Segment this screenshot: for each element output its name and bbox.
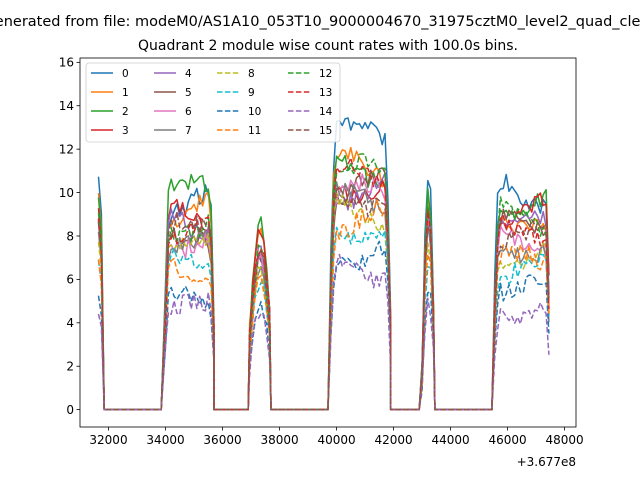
legend-label-13: 13: [319, 87, 332, 99]
legend-label-0: 0: [122, 68, 129, 80]
legend-label-10: 10: [248, 106, 261, 118]
x-tick-label: 46000: [488, 433, 526, 447]
y-tick-label: 10: [59, 186, 74, 200]
y-tick-label: 0: [66, 403, 74, 417]
x-axis-offset-label: +3.677e8: [517, 455, 576, 469]
legend-label-6: 6: [185, 106, 192, 118]
x-tick-label: 48000: [546, 433, 584, 447]
x-tick-label: 32000: [89, 433, 127, 447]
x-axis: 32000 34000 36000 38000 40000 42000 44000 46000…: [89, 427, 584, 447]
y-tick-label: 6: [66, 273, 74, 287]
x-tick-label: 44000: [431, 433, 469, 447]
y-axis: 0 2 4 6 8 10 12 14 16: [59, 56, 80, 417]
y-tick-label: 4: [66, 316, 74, 330]
y-tick-label: 14: [59, 99, 74, 113]
figure-suptitle: Plot generated from file: modeM0/AS1A10_…: [0, 14, 640, 30]
legend-label-4: 4: [185, 68, 192, 80]
legend-label-9: 9: [248, 87, 255, 99]
legend-label-12: 12: [319, 68, 332, 80]
y-tick-label: 16: [59, 56, 74, 70]
legend-label-15: 15: [319, 125, 332, 137]
x-tick-label: 42000: [374, 433, 412, 447]
y-tick-label: 2: [66, 360, 74, 374]
legend-label-3: 3: [122, 125, 129, 137]
legend-label-14: 14: [319, 106, 333, 118]
legend-label-7: 7: [185, 125, 192, 137]
x-tick-label: 36000: [203, 433, 241, 447]
y-tick-label: 12: [59, 142, 74, 156]
legend-label-1: 1: [122, 87, 129, 99]
legend-label-11: 11: [248, 125, 261, 137]
legend-label-2: 2: [122, 106, 129, 118]
series-layer: [97, 117, 550, 411]
x-tick-label: 40000: [317, 433, 355, 447]
legend-label-5: 5: [185, 87, 192, 99]
x-tick-label: 38000: [260, 433, 298, 447]
series-line-15: [97, 186, 550, 411]
legend-label-8: 8: [248, 68, 255, 80]
chart-title: Quadrant 2 module wise count rates with …: [138, 38, 518, 54]
axes-frame: [79, 57, 577, 428]
legend-frame: [85, 62, 341, 143]
x-tick-label: 34000: [146, 433, 184, 447]
y-tick-label: 8: [66, 229, 74, 243]
